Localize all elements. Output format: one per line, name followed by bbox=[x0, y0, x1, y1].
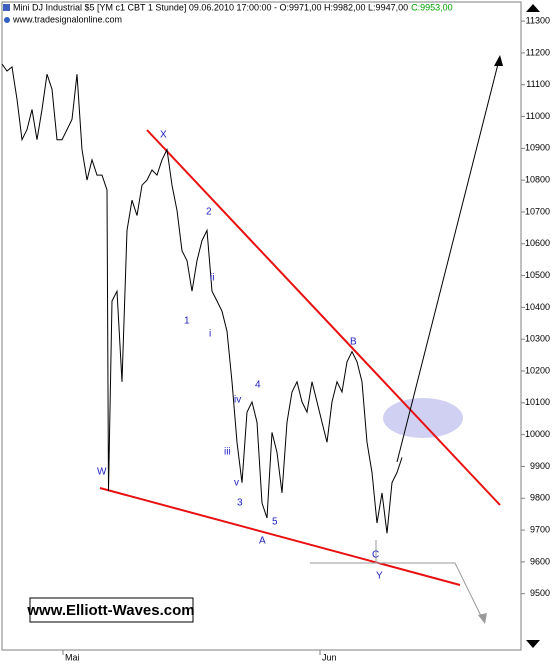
y-tick-label: 11100 bbox=[526, 79, 550, 89]
plot: 9500 9600 9700 9800 9900 10000 10100 10200 10300… bbox=[1, 15, 550, 662]
y-tick-label: 11000 bbox=[526, 111, 550, 121]
target-ellipse bbox=[383, 398, 463, 438]
chart-title: Mini DJ Industrial $5 [YM c1 CBT 1 Stund… bbox=[13, 2, 408, 12]
header: Mini DJ Industrial $5 [YM c1 CBT 1 Stund… bbox=[3, 2, 453, 24]
x-tick-label: Jun bbox=[322, 652, 337, 662]
price-line bbox=[1, 63, 403, 534]
wave-label: iii bbox=[224, 447, 231, 458]
wave-label: ii bbox=[210, 273, 214, 284]
y-tick-label: 10900 bbox=[525, 143, 550, 153]
y-tick-label: 9900 bbox=[530, 461, 550, 471]
source: www.tradesignalonline.com bbox=[12, 14, 122, 24]
arrow-head bbox=[494, 55, 503, 66]
wave-label: C bbox=[372, 550, 379, 561]
y-tick-label: 9700 bbox=[530, 524, 550, 534]
x-tick-label: Mai bbox=[65, 652, 80, 662]
y-tick-label: 11300 bbox=[526, 15, 550, 25]
y-tick-label: 10000 bbox=[525, 429, 550, 439]
wave-label: 5 bbox=[272, 517, 278, 528]
wave-label: 1 bbox=[184, 316, 190, 327]
upper-trendline bbox=[146, 129, 501, 506]
plot-frame bbox=[1, 1, 522, 651]
y-tick-label: 11200 bbox=[526, 47, 550, 57]
y-tick-label: 10600 bbox=[525, 238, 550, 248]
source-icon bbox=[4, 17, 10, 23]
lower-trendline bbox=[99, 487, 461, 586]
y-tick-label: 10300 bbox=[525, 334, 550, 344]
y-tick-label: 9800 bbox=[530, 493, 550, 503]
projection-arrow bbox=[396, 59, 500, 463]
y-tick-label: 10400 bbox=[525, 302, 550, 312]
wave-label: B bbox=[350, 337, 357, 348]
wave-label: X bbox=[160, 130, 167, 141]
wave-label: iv bbox=[234, 395, 241, 406]
wave-label: 2 bbox=[206, 207, 212, 218]
close-label: C:9953,00 bbox=[411, 2, 453, 12]
wave-label: Y bbox=[376, 571, 383, 582]
y-tick-label: 10500 bbox=[525, 270, 550, 280]
y-tick-label: 10100 bbox=[525, 397, 550, 407]
scroll-down bbox=[526, 640, 540, 648]
wave-label: 3 bbox=[237, 498, 243, 509]
watermark: www.Elliott-Waves.com bbox=[26, 602, 194, 619]
wave-label: A bbox=[259, 536, 266, 547]
alt-arrow-head bbox=[478, 613, 487, 624]
wave-label: i bbox=[209, 329, 211, 340]
y-tick-label: 9500 bbox=[530, 588, 550, 598]
wave-label: W bbox=[97, 467, 107, 478]
y-tick-label: 10700 bbox=[525, 206, 550, 216]
alt-arrow bbox=[310, 562, 484, 621]
wave-labels: X 2 ii 1 i iii iv 4 v 3 5 A W B C Y bbox=[97, 130, 383, 582]
y-tick-label: 10800 bbox=[525, 175, 550, 185]
header-icon bbox=[3, 4, 10, 11]
watermark-box bbox=[29, 597, 194, 623]
y-tick-label: 9600 bbox=[530, 556, 550, 566]
y-tick-label: 10200 bbox=[525, 365, 550, 375]
wave-label: v bbox=[234, 478, 239, 489]
scroll-up bbox=[526, 4, 540, 12]
wave-label: 4 bbox=[255, 380, 261, 391]
